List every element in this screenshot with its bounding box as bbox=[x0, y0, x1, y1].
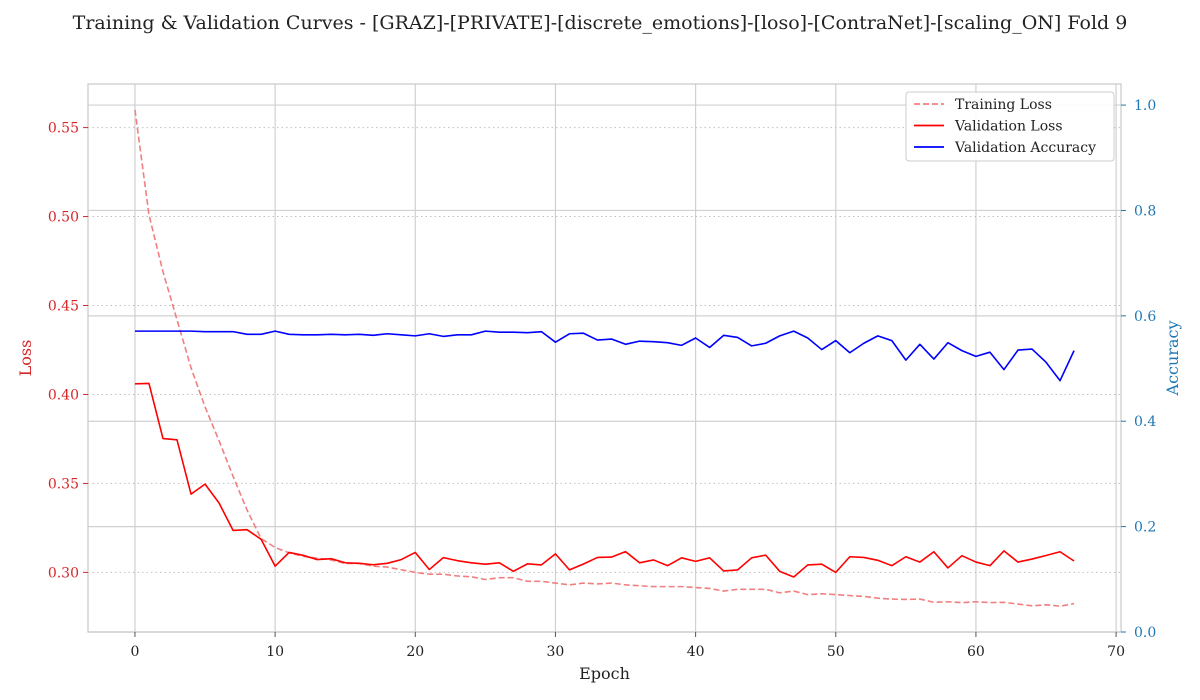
x-tick-label: 60 bbox=[967, 644, 985, 660]
chart-title: Training & Validation Curves - [GRAZ]-[P… bbox=[73, 12, 1128, 34]
series-line-validation-accuracy bbox=[134, 330, 1075, 382]
right-tick-label: 1.0 bbox=[1134, 98, 1156, 114]
right-tick-label: 0.6 bbox=[1134, 309, 1156, 325]
x-tick-label: 10 bbox=[266, 644, 284, 660]
left-tick-label: 0.50 bbox=[48, 210, 79, 226]
series-line-validation-loss bbox=[134, 382, 1075, 578]
right-tick-label: 0.8 bbox=[1134, 203, 1156, 219]
left-tick-label: 0.30 bbox=[48, 565, 79, 581]
x-tick-label: 50 bbox=[827, 644, 845, 660]
x-tick-label: 70 bbox=[1107, 644, 1125, 660]
x-tick-label: 20 bbox=[406, 644, 424, 660]
legend: Training Loss Validation Loss Validation A… bbox=[905, 91, 1115, 162]
x-tick-label: 0 bbox=[130, 644, 139, 660]
right-tick-label: 0.4 bbox=[1134, 414, 1156, 430]
x-axis-label: Epoch bbox=[579, 664, 630, 683]
x-tick-label: 30 bbox=[547, 644, 565, 660]
legend-label: Training Loss bbox=[955, 97, 1052, 113]
left-tick-label: 0.40 bbox=[48, 387, 79, 403]
left-axis-label: Loss bbox=[16, 340, 35, 377]
legend-box bbox=[905, 91, 1115, 162]
x-tick-label: 40 bbox=[687, 644, 705, 660]
left-tick-label: 0.55 bbox=[48, 121, 79, 137]
right-tick-label: 0.0 bbox=[1134, 625, 1156, 641]
plot-frame bbox=[87, 83, 1122, 633]
left-tick-label: 0.45 bbox=[48, 299, 79, 315]
grid bbox=[88, 84, 1121, 633]
left-tick-label: 0.35 bbox=[48, 476, 79, 492]
series-layer bbox=[134, 109, 1075, 608]
right-tick-label: 0.2 bbox=[1134, 520, 1156, 536]
legend-label: Validation Accuracy bbox=[954, 140, 1096, 156]
ticks: 0 10 20 30 40 50 60 70 0.30 0.35 0.40 0.45 0.50 0.55 0… bbox=[48, 98, 1157, 660]
legend-label: Validation Loss bbox=[954, 119, 1063, 135]
right-axis-label: Accuracy bbox=[1163, 321, 1182, 397]
